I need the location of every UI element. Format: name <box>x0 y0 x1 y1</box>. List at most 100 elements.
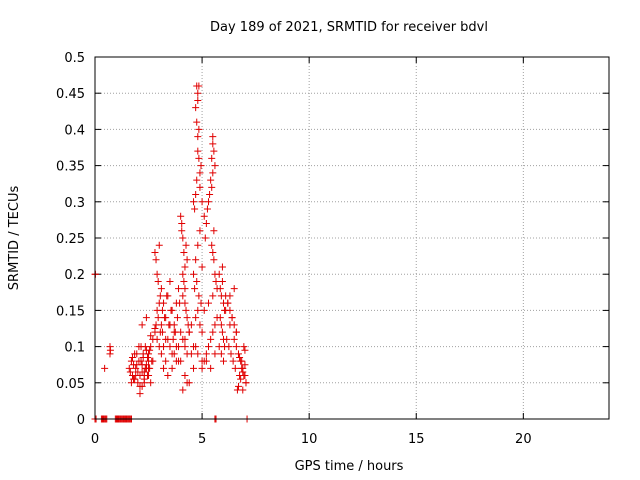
data-point <box>209 248 217 256</box>
axis-ticks: 0 0.05 0.1 0.15 0.2 0.25 0.3 0.35 0.4 0.45 0.5 0 5 10… <box>56 51 609 447</box>
data-point <box>194 241 202 249</box>
data-point <box>140 372 148 380</box>
data-point <box>202 350 210 358</box>
data-point <box>127 357 135 365</box>
data-point <box>239 386 247 394</box>
data-point <box>230 285 238 293</box>
grid <box>95 57 609 419</box>
data-point <box>216 314 224 322</box>
data-point <box>218 277 226 285</box>
data-point <box>149 357 157 365</box>
data-point <box>153 270 161 278</box>
data-point <box>203 205 211 213</box>
data-point <box>194 89 202 97</box>
data-point <box>202 220 210 228</box>
data-point <box>142 361 150 369</box>
data-point <box>207 364 215 372</box>
y-tick-label: 0.45 <box>56 87 85 102</box>
data-point <box>215 270 223 278</box>
data-point <box>181 372 189 380</box>
data-point <box>209 169 217 177</box>
data-point <box>202 357 210 365</box>
y-tick-label: 0.3 <box>64 196 85 211</box>
y-tick-label: 0.25 <box>56 232 85 247</box>
data-point <box>208 154 216 162</box>
data-point <box>183 379 191 387</box>
data-point <box>217 350 225 358</box>
data-point <box>226 292 234 300</box>
data-point <box>157 350 165 358</box>
data-point <box>200 212 208 220</box>
data-point <box>212 277 220 285</box>
data-point <box>206 191 214 199</box>
data-point <box>229 357 237 365</box>
data-point <box>198 364 206 372</box>
data-point <box>216 285 224 293</box>
data-point <box>236 353 244 361</box>
data-point <box>240 372 248 380</box>
y-axis-label: SRMTID / TECUs <box>7 186 22 291</box>
data-point <box>166 321 174 329</box>
data-point <box>145 350 153 358</box>
data-point <box>209 328 217 336</box>
data-point <box>239 368 247 376</box>
data-point <box>126 368 134 376</box>
data-point <box>205 299 213 307</box>
data-point <box>178 227 186 235</box>
data-point <box>209 133 217 141</box>
x-tick-label: 20 <box>515 432 532 447</box>
data-point <box>195 292 203 300</box>
data-point <box>193 277 201 285</box>
data-point <box>164 372 172 380</box>
x-tick-label: 5 <box>198 432 206 447</box>
plot-frame <box>94 56 610 420</box>
data-point <box>211 350 219 358</box>
data-point <box>181 343 189 351</box>
data-point <box>192 191 200 199</box>
data-point <box>238 364 246 372</box>
data-point <box>185 328 193 336</box>
data-point <box>196 321 204 329</box>
data-point <box>146 346 154 354</box>
data-point <box>207 176 215 184</box>
data-point <box>170 350 178 358</box>
data-point <box>208 241 216 249</box>
x-axis-label: GPS time / hours <box>295 459 404 474</box>
data-point <box>198 198 206 206</box>
data-point <box>178 220 186 228</box>
data-point <box>198 263 206 271</box>
data-point <box>130 375 138 383</box>
data-point <box>160 343 168 351</box>
data-point <box>195 125 203 133</box>
data-point <box>156 292 164 300</box>
data-point <box>180 248 188 256</box>
data-point <box>200 306 208 314</box>
data-point <box>128 353 136 361</box>
data-point <box>154 314 162 322</box>
data-point <box>181 263 189 271</box>
data-point <box>167 306 175 314</box>
data-point <box>234 382 242 390</box>
data-point <box>162 335 170 343</box>
data-point <box>161 314 169 322</box>
data-point <box>183 314 191 322</box>
data-point <box>230 335 238 343</box>
data-point <box>232 343 240 351</box>
data-point <box>175 285 183 293</box>
data-point <box>153 335 161 343</box>
data-point <box>225 343 233 351</box>
data-point <box>242 379 250 387</box>
data-point <box>166 277 174 285</box>
data-point <box>179 234 187 242</box>
data-point <box>131 350 139 358</box>
data-point <box>210 256 218 264</box>
data-point <box>133 361 141 369</box>
data-point <box>154 277 162 285</box>
data-point <box>190 270 198 278</box>
data-point <box>231 364 239 372</box>
data-point <box>187 321 195 329</box>
y-tick-label: 0.2 <box>64 268 85 283</box>
data-point <box>182 306 190 314</box>
data-point <box>192 314 200 322</box>
data-point <box>198 328 206 336</box>
